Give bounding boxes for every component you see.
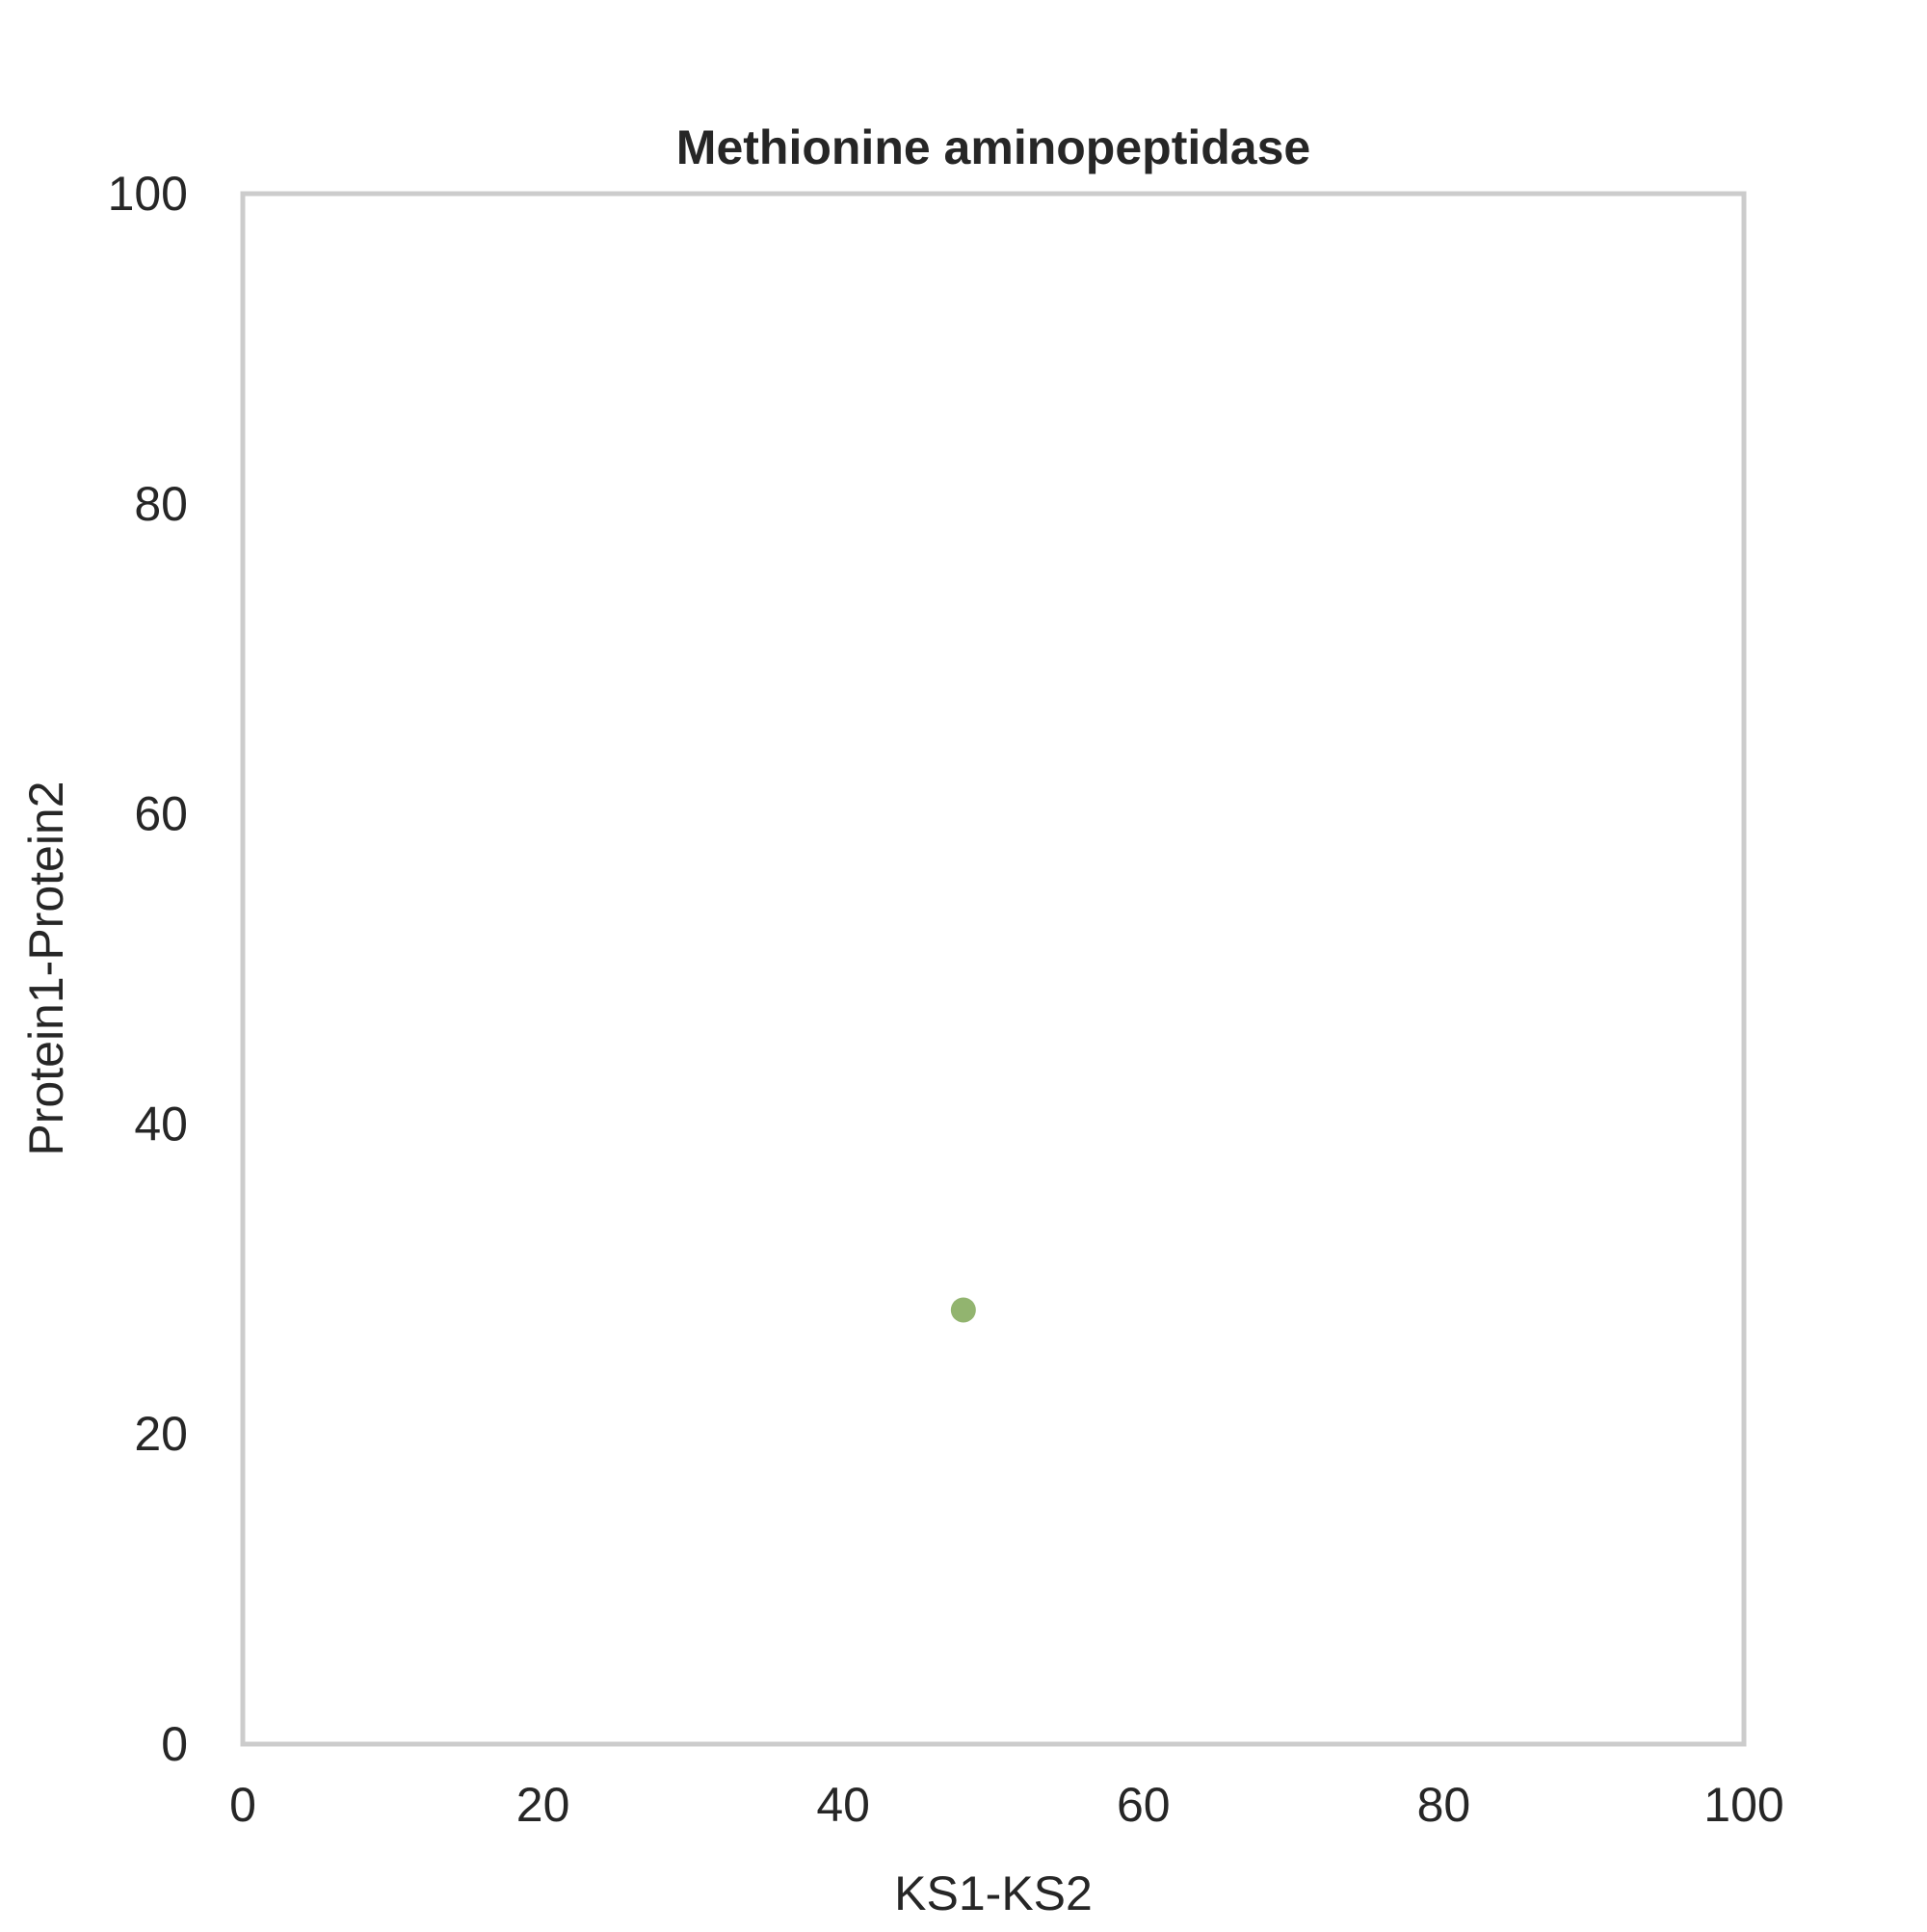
y-tick-label: 20	[134, 1407, 188, 1461]
data-points	[950, 1297, 976, 1323]
y-axis-label: Protein1-Protein2	[19, 781, 73, 1155]
x-tick-label: 80	[1417, 1778, 1471, 1832]
y-tick-labels: 0 20 40 60 80 100	[108, 167, 188, 1771]
plot-frame	[240, 191, 1747, 1747]
y-tick-label: 60	[134, 787, 188, 841]
x-tick-label: 60	[1117, 1778, 1171, 1832]
x-tick-label: 40	[816, 1778, 870, 1832]
x-axis-label: KS1-KS2	[894, 1866, 1093, 1920]
x-tick-label: 0	[229, 1778, 256, 1832]
y-tick-label: 0	[161, 1717, 188, 1771]
y-tick-label: 40	[134, 1097, 188, 1151]
chart-title: Methionine aminopeptidase	[676, 120, 1310, 174]
y-tick-label: 100	[108, 167, 188, 221]
x-tick-label: 20	[516, 1778, 570, 1832]
x-tick-label: 100	[1703, 1778, 1783, 1832]
y-tick-label: 80	[134, 477, 188, 531]
scatter-point	[950, 1297, 976, 1323]
x-tick-labels: 0 20 40 60 80 100	[229, 1778, 1784, 1832]
